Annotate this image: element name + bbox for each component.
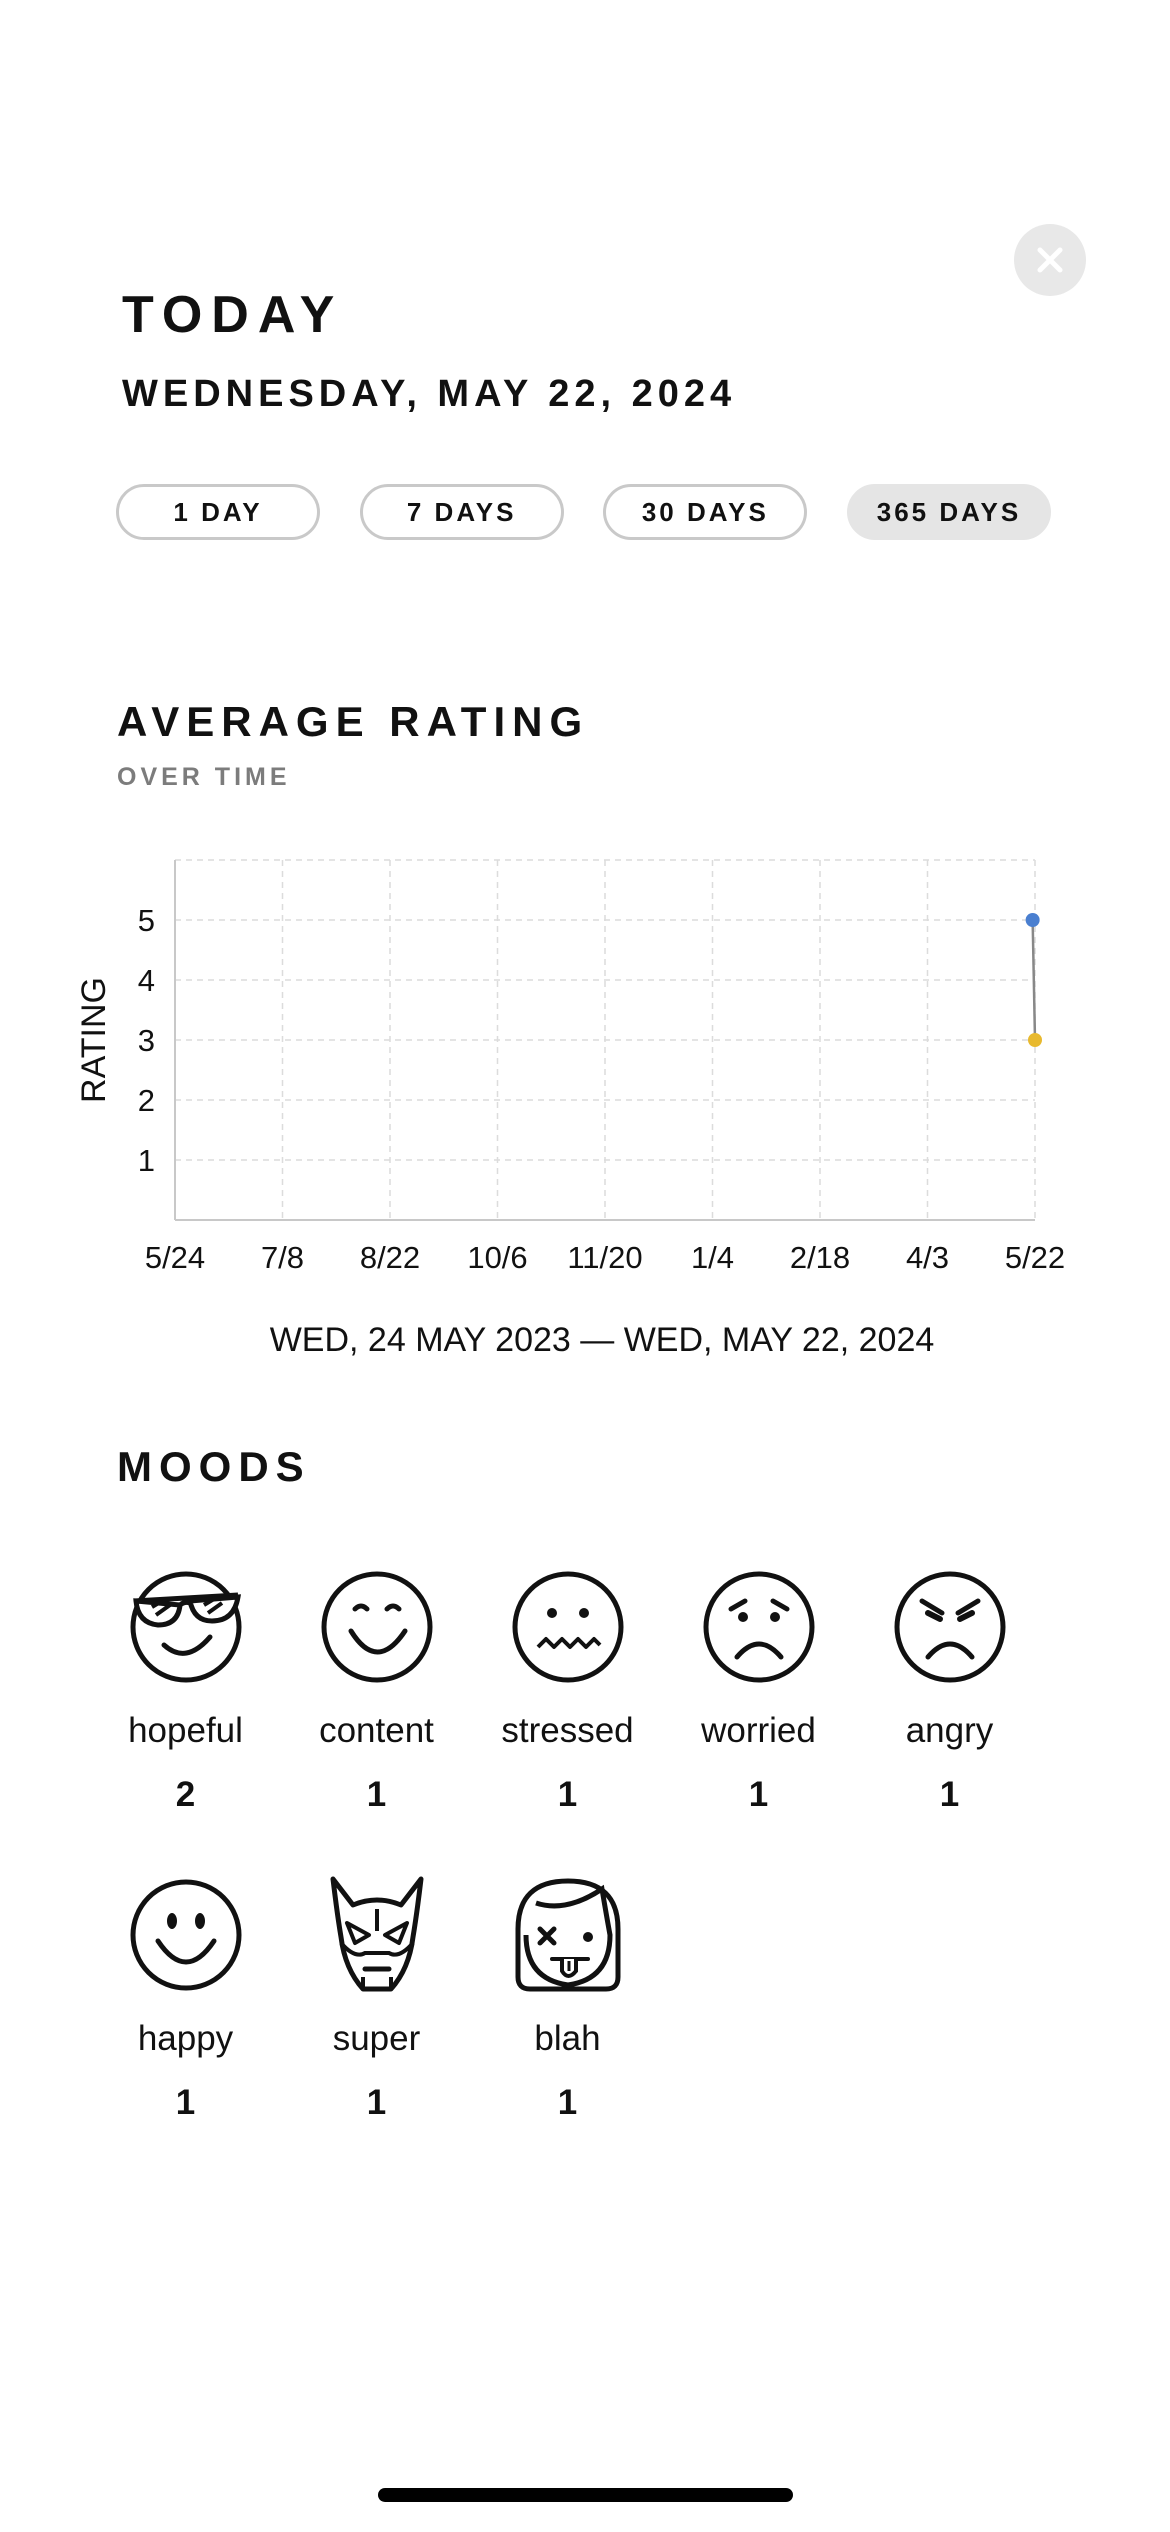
- average-rating-subtitle: OVER TIME: [117, 763, 291, 791]
- mood-item-blah[interactable]: blah 1: [472, 1873, 663, 2123]
- mood-item-super[interactable]: super 1: [281, 1873, 472, 2123]
- mood-count: 1: [366, 1775, 387, 1814]
- home-indicator[interactable]: [378, 2488, 793, 2502]
- mood-label: hopeful: [128, 1711, 243, 1750]
- page-title: TODAY: [122, 286, 344, 344]
- range-30-days-button[interactable]: 30 DAYS: [603, 484, 808, 540]
- date-range-caption: WED, 24 MAY 2023 — WED, MAY 22, 2024: [269, 1321, 935, 1359]
- chart-data-point: [1028, 1033, 1042, 1047]
- hopeful-icon: [130, 1571, 241, 1683]
- mood-label: stressed: [501, 1711, 634, 1750]
- chart-y-axis-label: RATING: [75, 977, 113, 1103]
- mood-item-angry[interactable]: angry 1: [854, 1565, 1045, 1815]
- stressed-icon: [512, 1571, 623, 1683]
- mood-count: 1: [557, 2083, 578, 2122]
- chart-x-tick-label: 1/4: [691, 1240, 734, 1275]
- happy-icon: [130, 1879, 241, 1991]
- mood-count: 2: [175, 1775, 196, 1814]
- close-button[interactable]: [1014, 224, 1086, 296]
- mood-count: 1: [175, 2083, 196, 2122]
- mood-count: 1: [939, 1775, 960, 1814]
- mood-count: 1: [366, 2083, 387, 2122]
- chart-x-tick-label: 2/18: [790, 1240, 850, 1275]
- chart-x-tick-label: 7/8: [261, 1240, 304, 1275]
- mood-label: worried: [701, 1711, 816, 1750]
- worried-icon: [703, 1571, 814, 1683]
- range-365-days-button[interactable]: 365 DAYS: [846, 484, 1051, 540]
- average-rating-title: AVERAGE RATING: [117, 698, 590, 745]
- super-icon: [330, 1876, 423, 1992]
- mood-count: 1: [748, 1775, 769, 1814]
- chart-x-tick-label: 10/6: [467, 1240, 527, 1275]
- chart-y-tick-label: 5: [138, 903, 155, 938]
- chart-x-tick-label: 5/22: [1005, 1240, 1065, 1275]
- mood-item-worried[interactable]: worried 1: [663, 1565, 854, 1815]
- chart-x-tick-label: 5/24: [145, 1240, 205, 1275]
- mood-item-hopeful[interactable]: hopeful 2: [90, 1565, 281, 1815]
- current-date: WEDNESDAY, MAY 22, 2024: [122, 373, 737, 415]
- range-1-day-button[interactable]: 1 DAY: [116, 484, 320, 540]
- moods-grid: hopeful 2 content 1 stressed 1 worried: [90, 1565, 1050, 2123]
- moods-title: MOODS: [117, 1443, 311, 1490]
- chart-x-tick-label: 4/3: [906, 1240, 949, 1275]
- rating-chart: 1 2 3 4 5 5/24 7/8 8/22 10/6 11/20 1/4 2/18 4/3 5/22 R…: [75, 859, 1065, 1275]
- chart-series-line: [1031, 919, 1037, 1041]
- range-7-days-button[interactable]: 7 DAYS: [359, 484, 564, 540]
- mood-item-happy[interactable]: happy 1: [90, 1873, 281, 2123]
- chart-x-tick-label: 8/22: [360, 1240, 420, 1275]
- mood-item-stressed[interactable]: stressed 1: [472, 1565, 663, 1815]
- mood-label: blah: [534, 2019, 601, 2058]
- chart-y-tick-label: 3: [138, 1023, 155, 1058]
- chart-data-point: [1025, 913, 1040, 927]
- mood-label: content: [319, 1711, 434, 1750]
- range-selector: 1 DAY 7 DAYS 30 DAYS 365 DAYS: [116, 484, 1051, 540]
- mood-item-content[interactable]: content 1: [281, 1565, 472, 1815]
- blah-icon: [515, 1878, 620, 1992]
- mood-count: 1: [557, 1775, 578, 1814]
- chart-y-tick-label: 2: [138, 1083, 155, 1118]
- content-icon: [321, 1571, 432, 1683]
- mood-label: super: [332, 2019, 421, 2058]
- close-icon: [1037, 247, 1063, 273]
- mood-label: angry: [905, 1711, 994, 1750]
- angry-icon: [894, 1571, 1005, 1683]
- chart-x-tick-label: 11/20: [567, 1240, 642, 1275]
- mood-label: happy: [137, 2019, 234, 2058]
- chart-y-tick-label: 4: [138, 963, 155, 998]
- chart-y-tick-label: 1: [138, 1143, 155, 1178]
